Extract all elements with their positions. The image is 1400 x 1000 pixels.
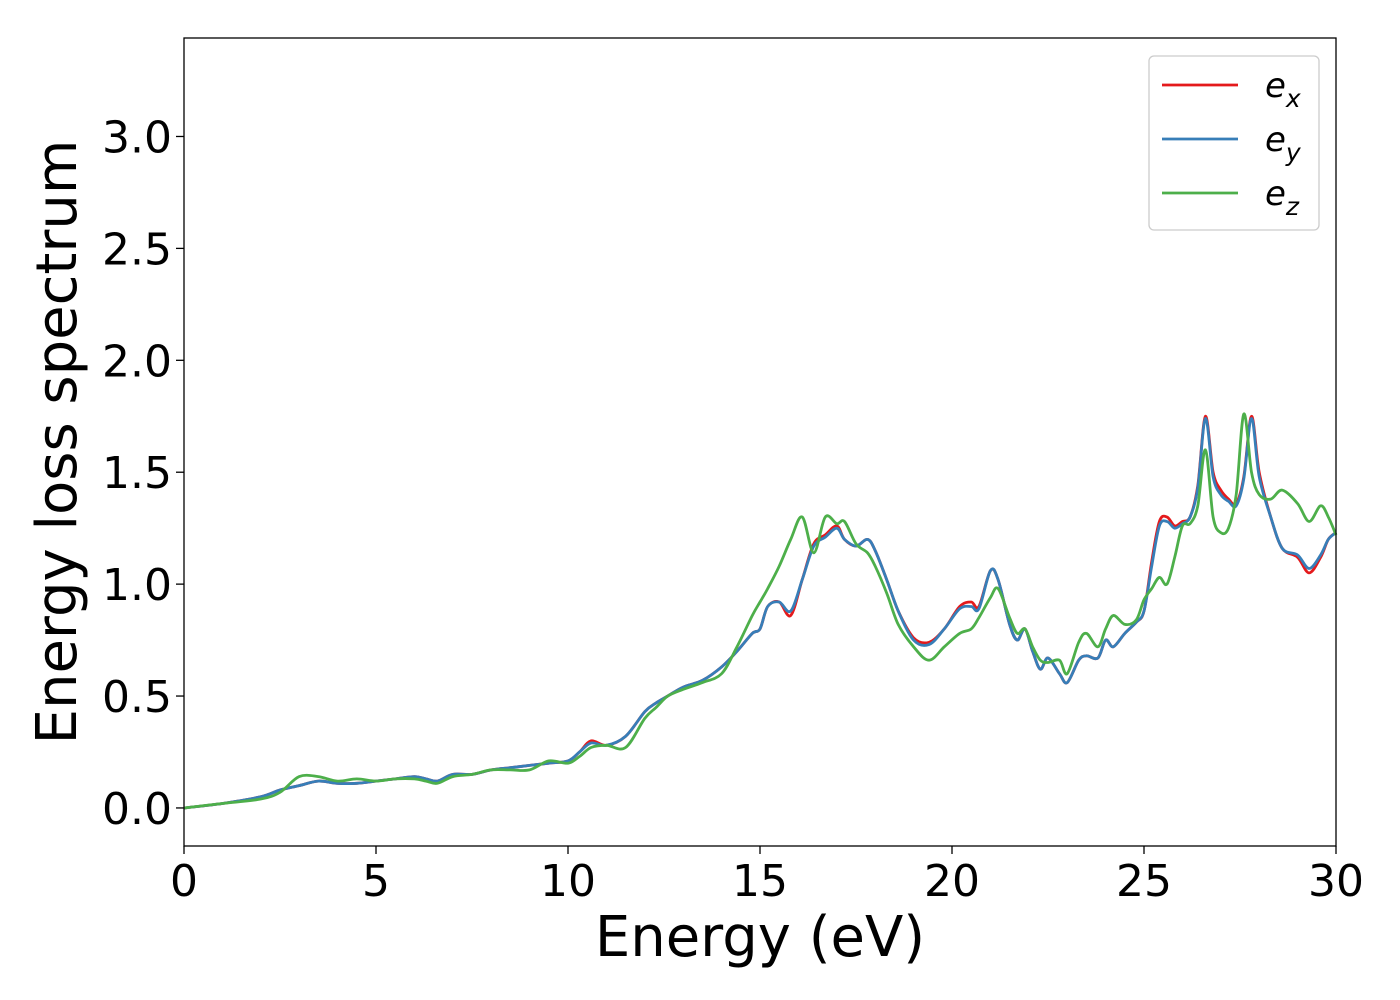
x-axis-title: Energy (eV) bbox=[595, 905, 925, 970]
x-tick-label: 25 bbox=[1116, 856, 1172, 907]
y-tick-label: 0.5 bbox=[102, 672, 172, 723]
y-axis-title: Energy loss spectrum bbox=[25, 140, 90, 745]
legend-label-x: ex bbox=[1265, 66, 1301, 113]
x-tick-label: 0 bbox=[170, 856, 198, 907]
legend-label-y: ey bbox=[1265, 120, 1302, 167]
x-tick-label: 30 bbox=[1308, 856, 1364, 907]
y-tick-label: 2.0 bbox=[102, 336, 172, 387]
series-line-z bbox=[183, 412, 1338, 810]
x-tick-label: 10 bbox=[540, 856, 596, 907]
x-tick-label: 20 bbox=[924, 856, 980, 907]
legend: ex ey ez bbox=[1148, 55, 1320, 231]
y-tick-label: 1.0 bbox=[102, 560, 172, 611]
legend-label-z: ez bbox=[1265, 174, 1300, 221]
x-tick-label: 5 bbox=[362, 856, 390, 907]
y-tick-label: 0.0 bbox=[102, 784, 172, 835]
legend-box bbox=[1148, 55, 1320, 231]
x-tick-label: 15 bbox=[732, 856, 788, 907]
y-tick-label: 1.5 bbox=[102, 448, 172, 499]
plot-background bbox=[184, 38, 1336, 846]
series-layer bbox=[183, 412, 1338, 810]
x-axis-ticks: 0 5 10 15 20 25 30 bbox=[170, 846, 1364, 907]
y-tick-label: 2.5 bbox=[102, 224, 172, 275]
y-tick-label: 3.0 bbox=[102, 112, 172, 163]
y-axis-ticks: 0.0 0.5 1.0 1.5 2.0 2.5 3.0 bbox=[102, 112, 184, 835]
